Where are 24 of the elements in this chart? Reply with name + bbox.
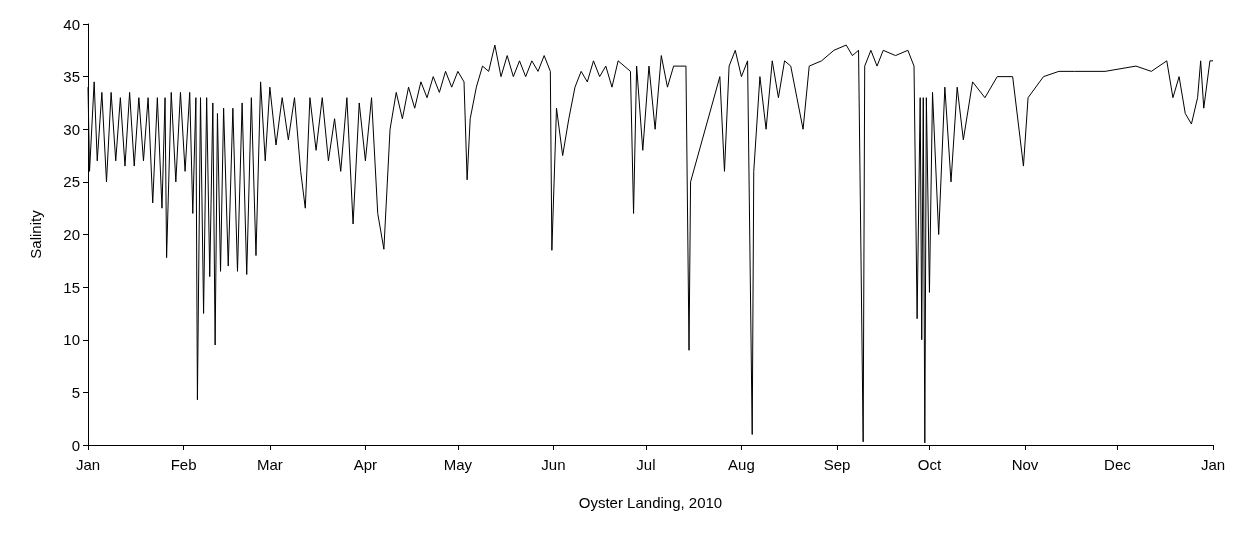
x-tick-label: Nov [1011, 456, 1039, 473]
x-tick-label: Jul [636, 456, 656, 473]
y-tick-label: 15 [63, 278, 80, 296]
y-tick-label: 30 [63, 120, 80, 138]
x-tick-label: Feb [170, 456, 197, 473]
y-tick-label: 5 [71, 383, 80, 401]
x-tick-label: Jan [1200, 456, 1226, 473]
x-tick-label: Dec [1104, 456, 1132, 473]
x-tick-label: Aug [728, 456, 755, 473]
x-axis-title: Oyster Landing, 2010 [578, 494, 723, 511]
x-tick-label: Oct [917, 456, 942, 473]
y-tick-label: 25 [63, 173, 80, 191]
y-tick-label: 35 [63, 68, 80, 86]
y-tick-label: 0 [71, 436, 80, 454]
x-tick-label: Apr [353, 456, 378, 473]
x-tick-label: Jun [541, 456, 566, 473]
y-tick-label: 40 [63, 15, 80, 33]
x-tick-label: Mar [256, 456, 283, 473]
y-axis-title: Salinity [27, 209, 44, 259]
y-tick-label: 20 [63, 226, 80, 243]
x-tick-label: Sep [823, 456, 851, 473]
y-tick-label: 10 [63, 331, 80, 349]
x-tick-label: May [443, 456, 473, 473]
x-tick-label: Jan [75, 456, 101, 473]
